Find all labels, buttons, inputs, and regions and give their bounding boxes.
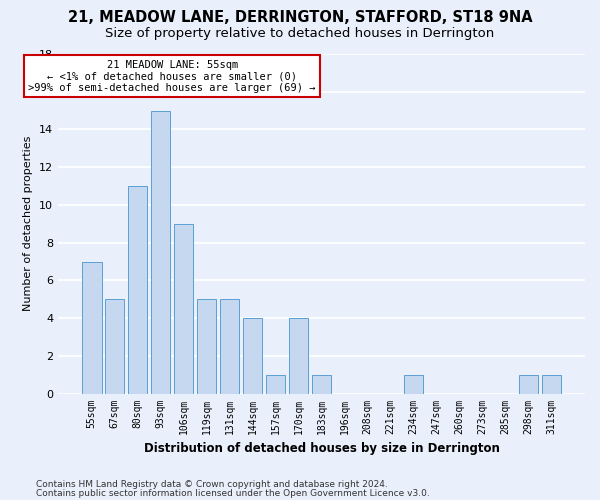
Bar	[312, 374, 331, 394]
Bar	[174, 224, 193, 394]
Bar	[151, 110, 170, 394]
Y-axis label: Number of detached properties: Number of detached properties	[23, 136, 34, 312]
Text: 21, MEADOW LANE, DERRINGTON, STAFFORD, ST18 9NA: 21, MEADOW LANE, DERRINGTON, STAFFORD, S…	[68, 10, 532, 25]
Bar	[289, 318, 308, 394]
Text: Contains public sector information licensed under the Open Government Licence v3: Contains public sector information licen…	[36, 488, 430, 498]
X-axis label: Distribution of detached houses by size in Derrington: Distribution of detached houses by size …	[143, 442, 499, 455]
Bar	[82, 262, 101, 394]
Bar	[197, 299, 217, 394]
Text: 21 MEADOW LANE: 55sqm
← <1% of detached houses are smaller (0)
>99% of semi-deta: 21 MEADOW LANE: 55sqm ← <1% of detached …	[28, 60, 316, 93]
Bar	[243, 318, 262, 394]
Bar	[266, 374, 286, 394]
Bar	[404, 374, 423, 394]
Bar	[105, 299, 124, 394]
Text: Size of property relative to detached houses in Derrington: Size of property relative to detached ho…	[106, 28, 494, 40]
Text: Contains HM Land Registry data © Crown copyright and database right 2024.: Contains HM Land Registry data © Crown c…	[36, 480, 388, 489]
Bar	[128, 186, 148, 394]
Bar	[220, 299, 239, 394]
Bar	[518, 374, 538, 394]
Bar	[542, 374, 561, 394]
